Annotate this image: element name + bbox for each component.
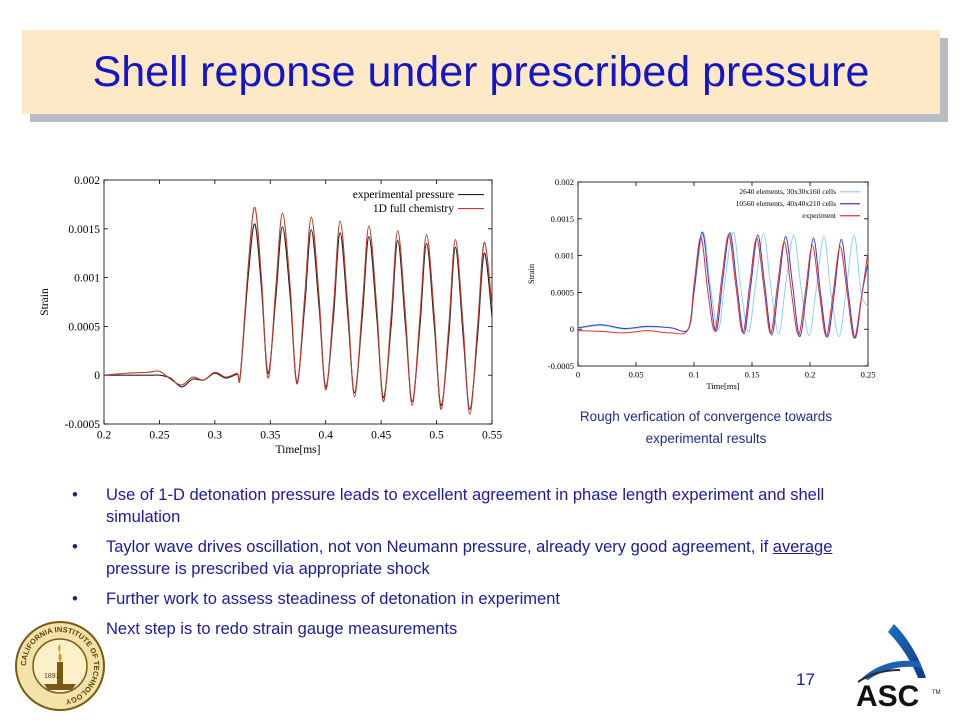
legend-label: experimental pressure	[353, 189, 454, 201]
x-tick-label: 0.25	[149, 430, 169, 442]
asc-logo-tm: TM	[932, 690, 941, 696]
title-banner: Shell reponse under prescribed pressure	[22, 30, 940, 114]
x-tick-label: 0.05	[629, 370, 644, 380]
y-tick-label: -0.0005	[548, 361, 574, 371]
y-tick-label: 0.001	[555, 251, 574, 261]
x-tick-label: 0.3	[208, 430, 223, 442]
x-tick-label: 0.45	[371, 430, 391, 442]
x-tick-label: 0.5	[429, 430, 444, 442]
caltech-seal-icon: CALIFORNIA INSTITUTE OF TECHNOLOGY 1891	[15, 621, 105, 711]
series-line-2	[103, 206, 493, 415]
bullet-text: Further work to assess steadiness of det…	[106, 590, 560, 608]
plot-frame	[103, 179, 493, 425]
bullet-text: Taylor wave drives oscillation, not von …	[106, 538, 773, 556]
legend-label: 2640 elements, 30x30x160 cells	[739, 187, 836, 196]
x-tick-label: 0.1	[689, 370, 700, 380]
bullet-glyph: •	[72, 486, 78, 504]
seal-year: 1891	[44, 673, 60, 680]
bullet-item: • Use of 1-D detonation pressure leads to…	[70, 484, 870, 528]
slide-title: Shell reponse under prescribed pressure	[92, 47, 870, 96]
y-tick-label: 0.0015	[551, 214, 574, 224]
x-tick-label: 0.15	[745, 370, 760, 380]
bullet-item: • Further work to assess steadiness of de…	[70, 588, 870, 610]
chart-strain-vs-time: 0.2 0.25 0.3 0.35 0.4 0.45 0.5 0.55 -0.0005 0 0.00…	[39, 175, 502, 456]
bullet-list: • Use of 1-D detonation pressure leads to…	[70, 484, 870, 648]
page-number: 17	[796, 670, 815, 689]
legend-label: 1D full chemistry	[373, 203, 454, 215]
asc-logo-icon: ASC TM	[856, 624, 941, 712]
y-tick-label: 0.001	[74, 273, 100, 285]
bullet-text: Use of 1-D detonation pressure leads to …	[106, 486, 825, 526]
legend-label: 10560 elements, 40x40x210 cells	[736, 199, 836, 208]
y-tick-label: 0.002	[74, 175, 100, 187]
legend-label: experiment	[802, 211, 837, 220]
y-tick-label: 0.002	[555, 177, 574, 187]
series-line-3	[577, 234, 869, 339]
y-tick-label: 0.0015	[68, 224, 100, 236]
bullet-text-underlined: average	[772, 538, 833, 556]
series-line-2	[577, 231, 869, 339]
x-tick-label: 0.2	[97, 430, 112, 442]
y-tick-label: 0	[94, 370, 100, 382]
series-line-1	[577, 231, 869, 338]
y-axis-label: Strain	[526, 263, 536, 284]
x-tick-label: 0.4	[319, 430, 334, 442]
bullet-item: •Next step is to redo strain gauge measu…	[70, 618, 870, 640]
x-tick-label: 0.25	[861, 370, 876, 380]
y-axis-label: Strain	[39, 288, 51, 316]
y-tick-label: 0.0005	[551, 287, 574, 297]
asc-logo-text: ASC	[856, 680, 919, 712]
y-tick-label: 0.0005	[68, 321, 100, 333]
bullet-text: Next step is to redo strain gauge measur…	[106, 620, 458, 638]
x-tick-label: 0.2	[805, 370, 816, 380]
x-axis-label: Time[ms]	[706, 381, 739, 391]
y-tick-label: -0.0005	[65, 419, 101, 431]
x-tick-label: 0	[576, 370, 580, 380]
bullet-text: pressure is prescribed via appropriate s…	[106, 560, 430, 578]
bullet-item: • Taylor wave drives oscillation, not von…	[70, 536, 870, 580]
chart-caption: Rough verfication of convergence towards…	[536, 406, 876, 450]
y-tick-label: 0	[570, 324, 574, 334]
bullet-glyph: •	[72, 590, 78, 608]
x-tick-label: 0.55	[482, 430, 502, 442]
bullet-glyph: •	[72, 538, 78, 556]
x-axis-label: Time[ms]	[276, 444, 321, 456]
caption-line-1: Rough verfication of convergence towards	[579, 409, 833, 424]
x-tick-label: 0.35	[260, 430, 280, 442]
chart-convergence: 0 0.05 0.1 0.15 0.2 0.25-0.000500.00050.0010.…	[526, 177, 876, 391]
caption-line-2: experimental results	[645, 431, 767, 446]
plot-frame	[577, 181, 869, 367]
